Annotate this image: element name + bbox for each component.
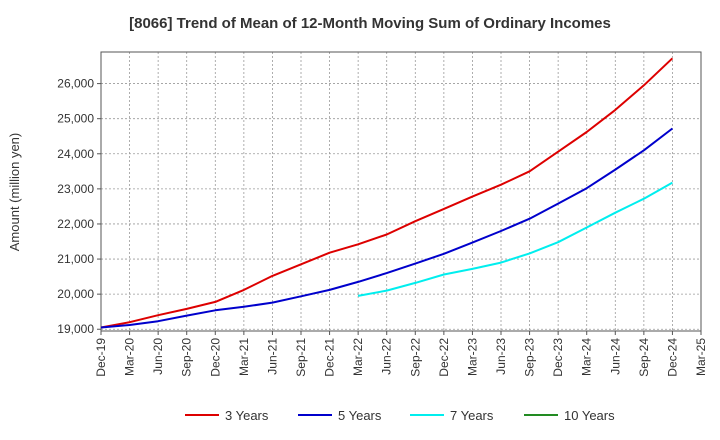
x-tick-label: Mar-24	[580, 338, 594, 376]
x-tick-label: Sep-23	[523, 338, 537, 377]
x-tick-label: Mar-23	[465, 338, 479, 376]
x-tick-label: Dec-24	[665, 338, 679, 377]
y-tick-label: 20,000	[57, 287, 94, 301]
x-tick-label: Sep-21	[294, 338, 308, 377]
x-tick-label: Mar-22	[351, 338, 365, 376]
legend-label: 5 Years	[338, 408, 382, 423]
y-tick-label: 24,000	[57, 147, 94, 161]
series-lines	[100, 57, 674, 329]
y-tick-label: 19,000	[57, 322, 94, 336]
series-line-5-years	[100, 127, 674, 329]
x-tick-label: Sep-24	[637, 338, 651, 377]
plot-area	[100, 51, 702, 332]
legend: 3 Years 5 Years 7 Years 10 Years	[185, 408, 615, 423]
y-tick-label: 22,000	[57, 217, 94, 231]
x-tick-label: Jun-23	[494, 338, 508, 375]
x-tick-label: Dec-21	[323, 338, 337, 377]
series-line-7-years	[357, 181, 673, 297]
x-tick-label: Jun-24	[608, 338, 622, 375]
legend-label: 10 Years	[564, 408, 615, 423]
x-tick-label: Mar-21	[237, 338, 251, 376]
y-axis-label: Amount (million yen)	[7, 133, 22, 252]
grid	[100, 52, 702, 331]
x-tick-label: Jun-22	[380, 338, 394, 375]
x-tick-label: Dec-20	[208, 338, 222, 377]
y-axis: 19,000 20,000 21,000 22,000 23,000 24,000 25,0…	[57, 77, 101, 336]
y-tick-label: 25,000	[57, 112, 94, 126]
y-tick-label: 21,000	[57, 252, 94, 266]
legend-label: 3 Years	[225, 408, 269, 423]
legend-label: 7 Years	[450, 408, 494, 423]
x-tick-label: Jun-21	[265, 338, 279, 375]
x-tick-label: Sep-22	[408, 338, 422, 377]
x-tick-label: Jun-20	[151, 338, 165, 375]
x-tick-label: Dec-23	[551, 338, 565, 377]
x-tick-label: Dec-19	[94, 338, 108, 377]
x-tick-label: Dec-22	[437, 338, 451, 377]
y-tick-label: 26,000	[57, 77, 94, 91]
x-tick-label: Mar-25	[694, 338, 708, 376]
x-tick-label: Sep-20	[180, 338, 194, 377]
x-tick-label: Mar-20	[123, 338, 137, 376]
y-tick-label: 23,000	[57, 182, 94, 196]
x-axis: Dec-19 Mar-20 Jun-20 Sep-20 Dec-20 Mar-21 Jun-…	[94, 331, 708, 377]
chart-title: [8066] Trend of Mean of 12-Month Moving …	[129, 15, 611, 32]
series-line-3-years	[100, 57, 674, 329]
